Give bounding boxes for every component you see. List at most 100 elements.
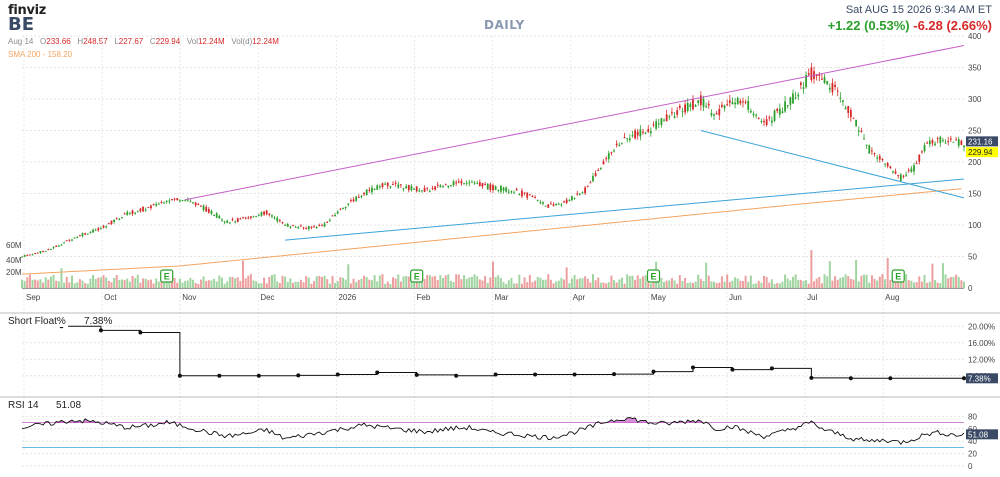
volume-bar <box>931 263 934 288</box>
candle-body <box>744 101 747 103</box>
candle-body <box>894 171 897 174</box>
volume-bar <box>499 278 502 288</box>
candle-body <box>339 208 342 210</box>
volume-bar <box>799 279 802 288</box>
volume-bar <box>865 274 868 288</box>
candle-body <box>381 183 384 188</box>
volume-bar <box>47 279 50 288</box>
volume-bar <box>668 280 671 288</box>
candle-body <box>439 185 442 188</box>
candle-body <box>297 227 300 229</box>
candle-body <box>118 219 121 221</box>
candle-body <box>102 225 105 228</box>
candle-body <box>910 168 913 172</box>
volume-bar <box>63 282 66 288</box>
candle-body <box>44 250 47 252</box>
volume-bar <box>368 279 371 288</box>
candle-body <box>702 98 705 107</box>
volume-bar <box>576 279 579 288</box>
volume-bar <box>281 275 284 288</box>
candle-body <box>721 104 723 107</box>
volume-bar <box>460 279 463 288</box>
volume-bar <box>428 275 431 288</box>
short-float-point <box>375 370 380 375</box>
candle-body <box>281 222 284 224</box>
candle-body <box>471 181 473 183</box>
ohlc-close: 229.94 <box>155 37 181 46</box>
volume-bar <box>860 275 863 288</box>
volume-bar <box>960 280 963 288</box>
volume-bar <box>81 280 84 288</box>
volume-bar <box>102 275 105 288</box>
candle-body <box>823 77 826 83</box>
candle-body <box>39 251 42 253</box>
volume-bar <box>344 279 347 288</box>
candle-body <box>389 186 392 188</box>
volume-bar <box>886 258 889 288</box>
candle-body <box>31 254 34 256</box>
candle-body <box>189 201 192 203</box>
candle-body <box>934 143 936 146</box>
volume-bar <box>644 275 647 288</box>
trendline <box>285 178 965 241</box>
candle-body <box>868 145 871 154</box>
volume-bar <box>636 275 639 288</box>
volume-bar <box>963 281 965 288</box>
volume-bar <box>486 282 489 288</box>
candle-body <box>192 202 194 204</box>
candle-body <box>876 157 879 159</box>
volume-bar <box>639 278 642 288</box>
short-float-point <box>296 373 301 378</box>
candle-body <box>768 117 771 119</box>
volume-bar <box>52 274 55 288</box>
short-float-point <box>138 330 143 335</box>
candle-body <box>394 182 397 184</box>
chart-period[interactable]: DAILY <box>484 18 525 32</box>
candle-body <box>710 113 713 116</box>
candle-body <box>484 184 487 186</box>
rsi-title: RSI 14 <box>6 400 41 411</box>
volume-bar <box>623 283 626 288</box>
candle-body <box>760 121 763 123</box>
volume-bar <box>568 283 571 288</box>
volume-bar <box>760 282 763 288</box>
volume-bar <box>55 280 58 288</box>
volume-bar <box>73 283 76 288</box>
volume-bar <box>23 281 26 288</box>
candle-body <box>273 217 276 219</box>
volume-bar <box>78 279 81 288</box>
candle-body <box>486 183 489 190</box>
volume-bar <box>702 281 705 288</box>
candle-body <box>947 140 950 142</box>
volume-bar <box>755 283 758 288</box>
volume-bar <box>265 283 268 288</box>
candle-body <box>618 145 621 147</box>
candle-body <box>460 180 463 184</box>
volume-bar <box>915 282 918 288</box>
candle-body <box>171 199 173 201</box>
candle-body <box>126 211 129 216</box>
volume-bar <box>913 282 916 288</box>
candle-body <box>789 97 792 105</box>
candle-body <box>902 175 905 177</box>
volume-bar <box>218 275 221 288</box>
candle-body <box>673 116 676 119</box>
candle-body <box>599 168 602 170</box>
volume-bar <box>681 280 684 288</box>
candle-body <box>505 187 508 192</box>
volume-bar <box>776 283 779 288</box>
candle-body <box>597 169 600 171</box>
candle-body <box>360 196 363 198</box>
candle-body <box>478 182 481 186</box>
candle-body <box>134 212 137 214</box>
candle-body <box>160 201 163 203</box>
finviz-logo[interactable]: finviz <box>8 3 47 18</box>
candle-body <box>97 228 100 231</box>
volume-bar <box>578 278 581 288</box>
volume-bar <box>599 282 602 288</box>
candle-body <box>286 224 289 227</box>
volume-bar <box>720 276 723 288</box>
candle-body <box>94 229 97 231</box>
candle-body <box>405 186 408 189</box>
